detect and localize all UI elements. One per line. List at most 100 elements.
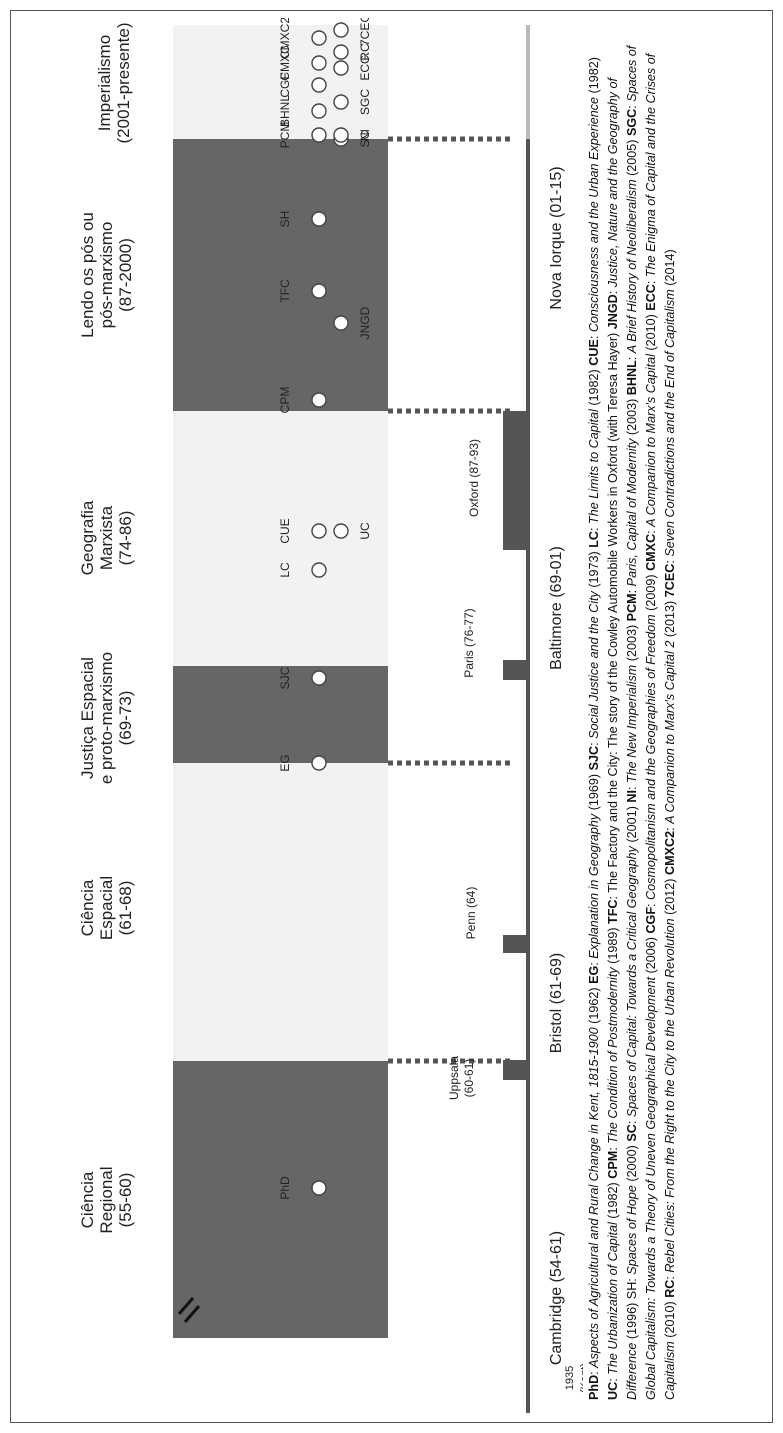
publication-label: NI [358, 129, 372, 141]
publication-marker [311, 211, 327, 227]
caption-text: (1973) [587, 547, 601, 592]
caption-text: (2003) [624, 395, 639, 439]
publication-marker [311, 103, 327, 119]
publication-label: SJC [278, 666, 292, 689]
caption-text: : [587, 738, 601, 746]
caption-abbr: SC [624, 1124, 639, 1142]
birth-place: (Kent) [579, 1363, 583, 1393]
publication-marker [311, 30, 327, 46]
caption-abbr: LC [587, 530, 601, 548]
legend-caption: PhD: Aspects of Agricultural and Rural C… [585, 45, 775, 1400]
publication-marker [333, 523, 349, 539]
caption-text: (1982) [587, 365, 601, 410]
caption-title: A Companion to Marx's Capital [643, 354, 658, 527]
publication-label: ECC [358, 55, 372, 81]
caption-text: (2003) [624, 621, 639, 665]
caption-text: (1982) [605, 1178, 620, 1223]
caption-text: : [624, 783, 639, 791]
city-label: Baltimore (69-01) [548, 546, 565, 670]
caption-title: Social Justice and the City [587, 591, 601, 739]
caption-text: : [643, 526, 658, 534]
caption-abbr: CUE [587, 339, 601, 366]
stay-label: Uppsala(60-61) [447, 1056, 476, 1100]
caption-title: Explanation in Geography [587, 813, 601, 959]
caption-text: : [662, 1272, 677, 1280]
publication-label: CMXC2 [278, 18, 292, 59]
caption-abbr: CMXC [643, 533, 658, 571]
publication-marker [311, 755, 327, 771]
caption-text: : The Factory and the City: The story of… [605, 329, 620, 900]
caption-text: : [662, 556, 677, 564]
period-block-5 [173, 139, 388, 411]
caption-text: : [605, 287, 620, 295]
caption-title: Spaces of Hope [624, 1185, 639, 1275]
caption-text: (1982) [587, 57, 601, 97]
publication-label: CGF [278, 72, 292, 97]
caption-text: : [624, 353, 639, 361]
publication-label: CUE [278, 518, 292, 543]
timeline-svg: CiênciaRegional(55-60) CiênciaEspacial(61… [78, 18, 583, 1413]
publication-marker [311, 283, 327, 299]
caption-title: Aspects of Agricultural and Rural Change… [587, 1027, 601, 1368]
caption-text: : [624, 1117, 639, 1125]
caption-text: (2009) [643, 570, 658, 615]
publication-marker [333, 60, 349, 76]
publication-label: JNGD [358, 306, 372, 339]
caption-title: The New Imperialism [624, 664, 639, 784]
caption-text: (1989) [605, 923, 620, 968]
publication-label: BHNL [278, 95, 292, 127]
caption-text: (2001) [624, 802, 639, 847]
caption-title: Rebel Cities: From the Right to the City… [662, 918, 677, 1273]
caption-abbr: PhD [587, 1374, 601, 1400]
caption-abbr: NI [624, 790, 639, 803]
stay-bar [503, 411, 528, 550]
caption-text: : [605, 1374, 620, 1382]
period-block-3 [173, 666, 388, 763]
caption-abbr: SGC [624, 108, 639, 137]
caption-text: : [624, 101, 639, 109]
caption-abbr: BHNL [624, 360, 639, 396]
caption-text: (2005) [624, 136, 639, 180]
caption-text: : [662, 823, 677, 831]
period-block-4 [173, 411, 388, 666]
publication-label: EG [278, 754, 292, 771]
publication-label: 7CEC [358, 18, 372, 46]
birth-year: 1935 [564, 1366, 576, 1390]
caption-abbr: ECC [643, 284, 658, 311]
publication-marker [333, 22, 349, 38]
stay-bar [503, 935, 528, 953]
caption-abbr: EG [587, 965, 601, 984]
caption-title: Seven Contradictions and the End of Capi… [662, 289, 677, 557]
publication-label: LC [278, 562, 292, 578]
period-label: Justiça Espaciale proto-marxismo(69-73) [78, 652, 135, 784]
publication-label: SH [278, 211, 292, 228]
caption-text: (2006) [643, 933, 658, 977]
period-label: CiênciaEspacial(61-68) [78, 876, 135, 940]
caption-text: : [587, 332, 601, 340]
publication-label: TFC [278, 279, 292, 303]
caption-abbr: JNGD [605, 294, 620, 330]
publication-label: CPM [278, 387, 292, 414]
period-block-2 [173, 763, 388, 1061]
caption-text: : [643, 899, 658, 907]
publication-label: RC [358, 43, 372, 61]
publication-label: UC [358, 522, 372, 540]
timeline-diagram: CiênciaRegional(55-60) CiênciaEspacial(61… [23, 18, 783, 1418]
publication-label: SGC [358, 89, 372, 115]
publication-marker [311, 392, 327, 408]
caption-text: : [587, 1367, 601, 1375]
caption-title: The Condition of Postmodernity [605, 967, 620, 1144]
caption-abbr: PCM [624, 593, 639, 622]
period-label: Lendo os pós oupós-marxismo(87-2000) [78, 212, 135, 338]
stay-label: Penn (64) [464, 887, 478, 940]
caption-text: : [624, 586, 639, 594]
stay-label: Oxford (87-93) [467, 439, 481, 517]
publication-label: SC [358, 130, 372, 147]
publication-marker [333, 44, 349, 60]
caption-abbr: TFC [605, 899, 620, 924]
caption-title: A Companion to Marx's Capital 2 [662, 640, 677, 824]
caption-title: The Limits to Capital [587, 409, 601, 524]
period-label: GeografiaMarxista(74-86) [78, 500, 135, 575]
city-label: Nova Iorque (01-15) [548, 166, 565, 309]
caption-text: (1962) [587, 983, 601, 1028]
